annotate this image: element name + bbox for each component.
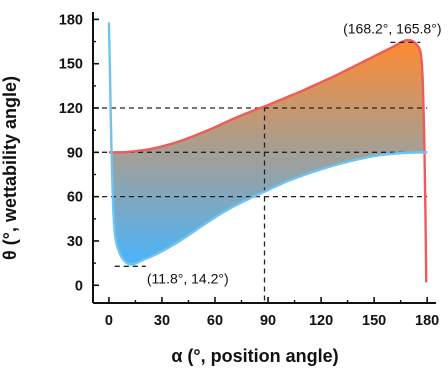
y-tick-label: 120 [59, 101, 83, 117]
plot-area: (168.2°, 165.8°) (11.8°, 14.2°) [93, 20, 441, 303]
x-tick-label: 150 [362, 313, 386, 329]
x-tick-label: 60 [207, 313, 223, 329]
axes: 0 30 60 90 120 150 180 0 30 60 90 120 150 180 [59, 12, 439, 329]
y-tick-label: 30 [67, 234, 83, 250]
y-tick-label: 0 [75, 278, 83, 294]
y-axis-title: θ (°, wettability angle) [0, 76, 20, 260]
y-tick-label: 180 [59, 12, 83, 28]
x-tick-label: 180 [415, 313, 439, 329]
x-tick-label: 0 [105, 313, 113, 329]
x-tick-label: 30 [154, 313, 170, 329]
y-tick-label: 60 [67, 190, 83, 206]
annotation-min: (11.8°, 14.2°) [147, 270, 229, 286]
upper-boundary-line [108, 39, 428, 283]
y-tick-label: 90 [67, 145, 83, 161]
labels: α (°, position angle) θ (°, wettability … [0, 76, 339, 366]
x-axis-title: α (°, position angle) [171, 346, 338, 366]
y-tick-label: 150 [59, 57, 83, 73]
x-tick-label: 120 [309, 313, 333, 329]
lower-boundary-line [107, 22, 428, 266]
x-tick-label: 90 [260, 313, 276, 329]
annotation-max: (168.2°, 165.8°) [343, 20, 441, 36]
